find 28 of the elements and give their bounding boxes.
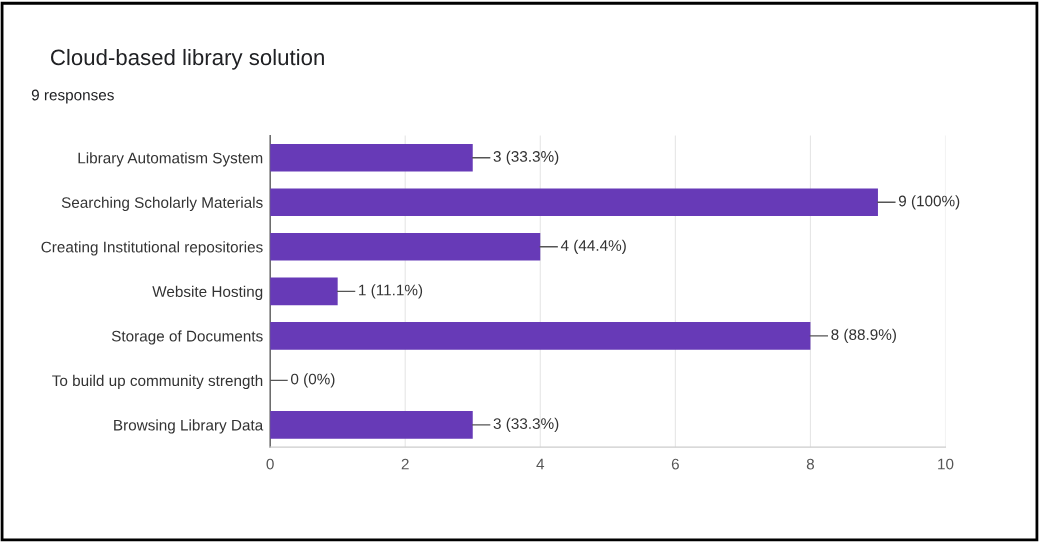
bar	[270, 277, 338, 306]
data-label: 8 (88.9%)	[831, 328, 896, 343]
y-tick-label: Website Hosting	[152, 285, 263, 301]
y-tick-label: To build up community strength	[52, 374, 263, 390]
x-tick-label: 8	[806, 458, 814, 470]
x-tick-label: 10	[938, 458, 954, 470]
data-label: 1 (11.1%)	[359, 284, 423, 299]
y-tick-label: Creating Institutional repositories	[41, 241, 263, 256]
data-label: 3 (33.3%)	[493, 150, 559, 165]
y-tick-label: Library Automatism System	[78, 152, 263, 167]
y-tick-label: Storage of Documents	[111, 330, 263, 345]
bar	[270, 411, 473, 439]
x-tick-label: 2	[401, 458, 409, 470]
y-tick-label: Browsing Library Data	[114, 419, 264, 434]
data-label: 3 (33.3%)	[493, 417, 559, 432]
x-tick-label: 6	[671, 458, 679, 470]
data-label: 4 (44.4%)	[560, 239, 626, 254]
bar	[270, 188, 878, 217]
bar	[270, 322, 811, 350]
x-tick-label: 0	[266, 458, 274, 470]
data-label: 0 (0%)	[291, 373, 335, 388]
text: 9 responses	[31, 89, 114, 104]
bar	[270, 233, 541, 261]
bar	[270, 143, 473, 172]
x-tick-label: 4	[536, 458, 545, 470]
data-label: 9 (100%)	[898, 195, 960, 210]
chart-title: Cloud-based library solution	[51, 48, 324, 70]
y-tick-label: Searching Scholarly Materials	[61, 196, 263, 211]
